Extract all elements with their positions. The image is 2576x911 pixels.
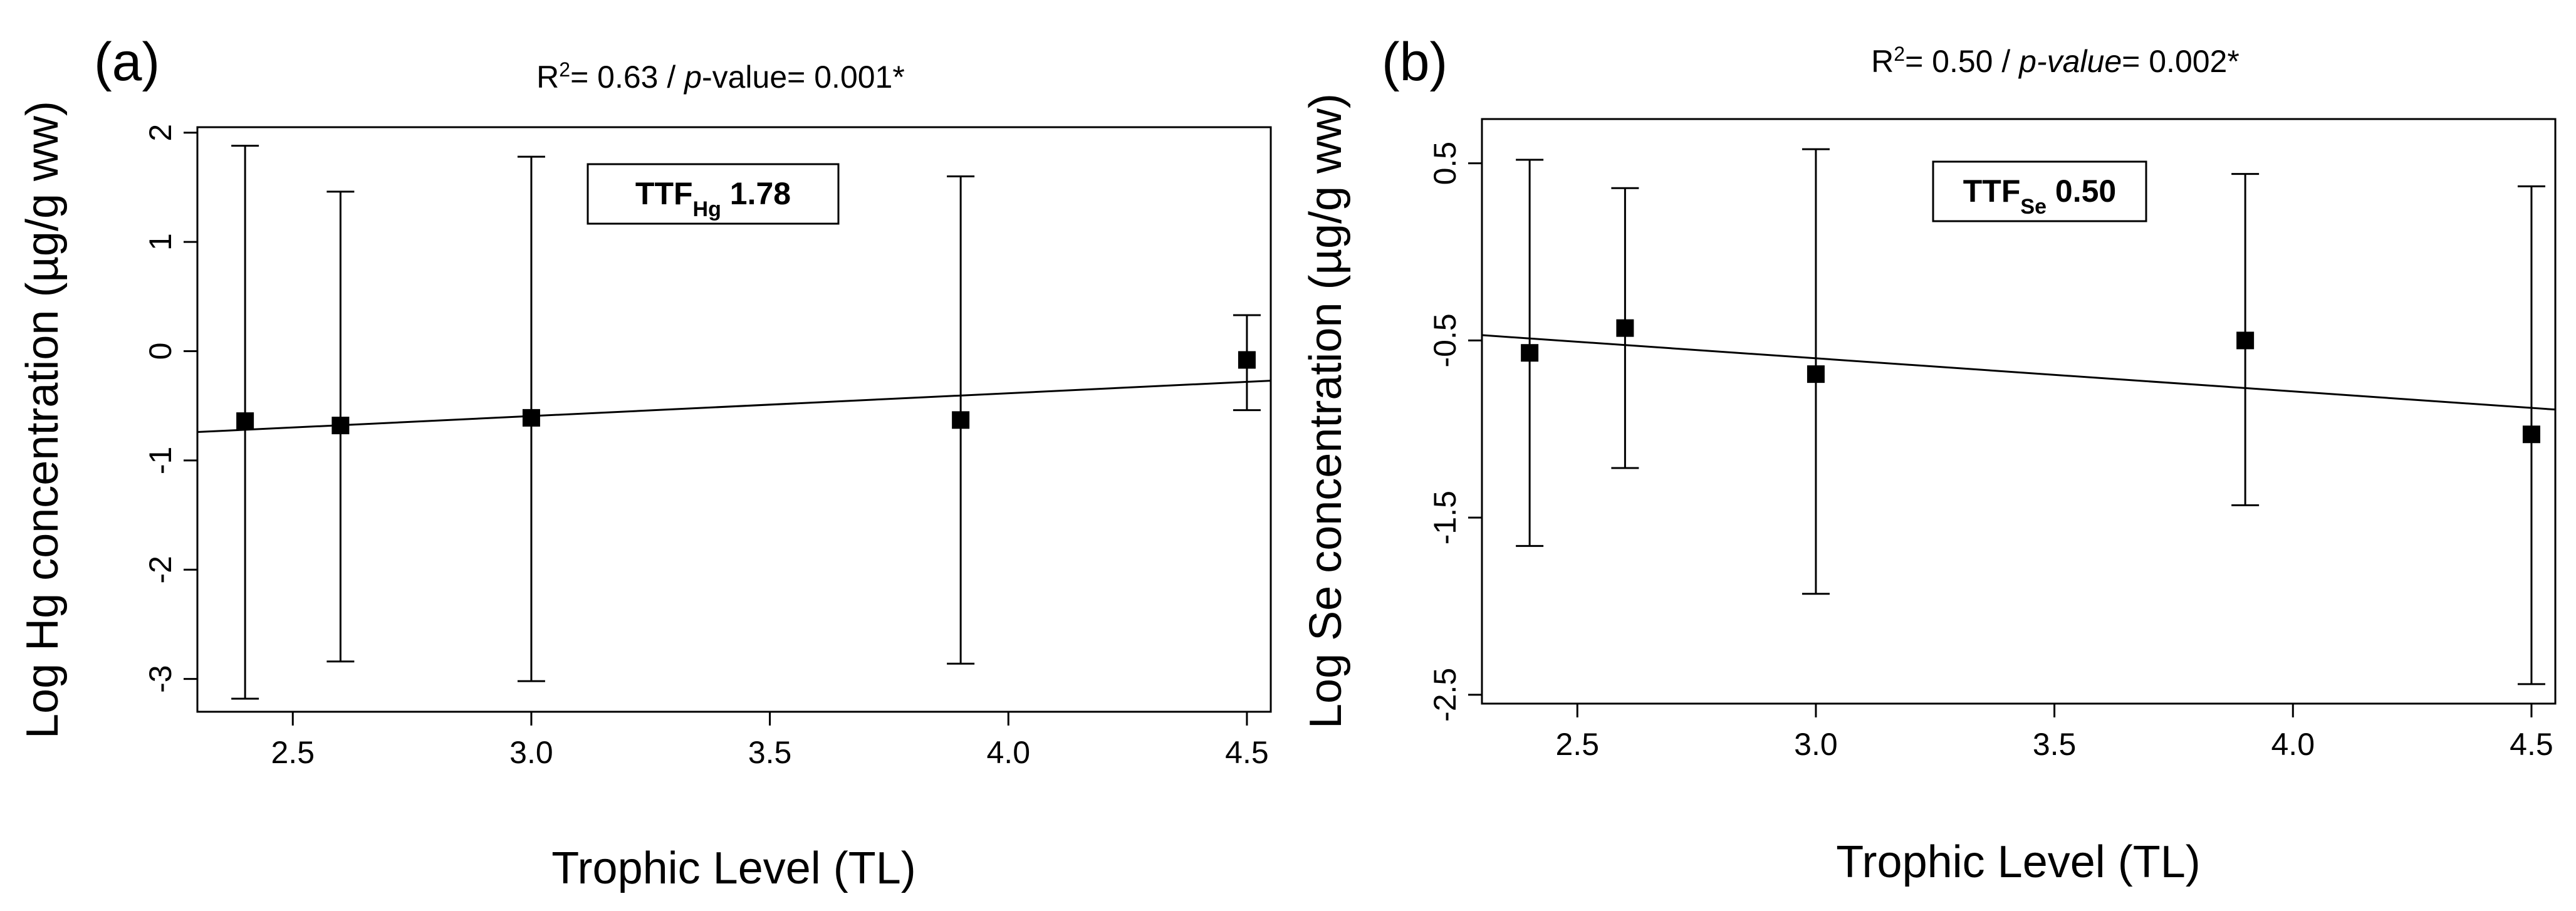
y-tick-label: -2.5 (1427, 668, 1463, 722)
plot-frame (1481, 118, 2557, 705)
y-tick-label: 2 (143, 124, 178, 142)
data-point-group (1611, 187, 1639, 469)
x-tick-label: 4.5 (2510, 727, 2553, 762)
r2-label: R (1871, 44, 1894, 79)
x-tick-label: 2.5 (271, 735, 315, 770)
data-point-marker (2522, 425, 2540, 444)
panel-a: (a) R2= 0.63 / p-value= 0.001* TTFHg 1.7… (18, 32, 1272, 893)
ttf-box: TTFSe 0.50 (1932, 160, 2147, 222)
y-axis-ticks: -3 -2 -1 0 1 2 (143, 124, 197, 693)
ttf-subscript: Hg (693, 197, 721, 221)
fit-line-group (1481, 334, 2556, 411)
x-tick-label: 3.0 (1794, 727, 1838, 762)
data-point-marker (952, 411, 970, 429)
p-value: = 0.002* (2122, 44, 2240, 79)
regression-line (197, 380, 1271, 434)
data-points (231, 145, 1261, 700)
data-point-group (1516, 159, 1544, 547)
x-tick-label: 4.0 (2271, 727, 2315, 762)
p-label: p-value (2018, 44, 2122, 79)
stats-label: R2= 0.63 / p-value= 0.001* (536, 58, 905, 95)
data-point-marker (2236, 331, 2255, 350)
r2-label: R (536, 60, 559, 95)
data-point-marker (522, 409, 540, 427)
ttf-box-text: TTFHg 1.78 (635, 176, 791, 221)
data-point-marker (331, 417, 350, 435)
data-point-group (1802, 148, 1830, 595)
stats-label: R2= 0.50 / p-value= 0.002* (1871, 43, 2240, 79)
r2-superscript: 2 (1894, 43, 1905, 65)
r2-value: = 0.63 / (570, 60, 684, 95)
ttf-main: TTF (635, 176, 693, 211)
y-tick-label: -1 (143, 447, 178, 474)
y-axis-title: Log Se concentration (µg/g ww) (1301, 93, 1351, 729)
x-axis-ticks: 2.5 3.0 3.5 4.0 4.5 (1556, 704, 2553, 762)
data-point-marker (1807, 365, 1825, 383)
ttf-box-text: TTFSe 0.50 (1963, 174, 2116, 219)
panel-b: (b) R2= 0.50 / p-value= 0.002* TTFSe 0.5… (1301, 32, 2557, 887)
y-tick-label: 1 (143, 233, 178, 251)
x-tick-label: 2.5 (1556, 727, 1600, 762)
data-point-group (1233, 314, 1261, 412)
x-tick-label: 4.0 (987, 735, 1031, 770)
data-point-marker (236, 412, 254, 430)
x-axis-title: Trophic Level (TL) (1836, 837, 2201, 887)
y-tick-label: 0 (143, 343, 178, 360)
x-tick-label: 3.0 (509, 735, 553, 770)
panel-label: (b) (1382, 32, 1447, 92)
data-point-marker (1521, 344, 1539, 362)
regression-line (1481, 334, 2556, 411)
ttf-box-frame (1932, 160, 2147, 222)
y-axis-ticks: -2.5 -1.5 -0.5 0.5 (1427, 142, 1482, 722)
ttf-value: 0.50 (2047, 174, 2116, 209)
data-point-group (517, 155, 545, 682)
data-points (1516, 148, 2545, 685)
x-tick-label: 3.5 (2033, 727, 2077, 762)
data-point-group (947, 175, 975, 665)
x-axis-title: Trophic Level (TL) (551, 843, 916, 893)
fit-line-group (197, 380, 1271, 434)
ttf-main: TTF (1963, 174, 2021, 209)
y-tick-label: -2 (143, 556, 178, 583)
data-point-group (231, 145, 259, 700)
p-label: p (683, 60, 702, 95)
y-tick-label: 0.5 (1427, 142, 1463, 185)
y-tick-label: -1.5 (1427, 491, 1463, 544)
y-tick-label: -0.5 (1427, 313, 1463, 367)
data-point-group (2517, 185, 2545, 685)
ttf-subscript: Se (2020, 195, 2047, 219)
y-axis-title: Log Hg concentration (µg/g ww) (18, 101, 68, 739)
data-point-marker (1238, 351, 1256, 369)
panel-label: (a) (94, 32, 160, 92)
r2-value: = 0.50 / (1905, 44, 2019, 79)
p-value: -value= 0.001* (702, 60, 905, 95)
ttf-value: 1.78 (721, 176, 791, 211)
data-point-group (2231, 173, 2260, 506)
x-axis-ticks: 2.5 3.0 3.5 4.0 4.5 (271, 712, 1269, 770)
ttf-box-frame (587, 163, 840, 225)
plot-frame (196, 126, 1272, 713)
data-point-group (326, 190, 355, 663)
x-tick-label: 3.5 (748, 735, 792, 770)
ttf-box: TTFHg 1.78 (587, 163, 840, 225)
y-tick-label: -3 (143, 665, 178, 692)
x-tick-label: 4.5 (1225, 735, 1269, 770)
data-point-marker (1616, 319, 1634, 337)
r2-superscript: 2 (559, 58, 570, 81)
